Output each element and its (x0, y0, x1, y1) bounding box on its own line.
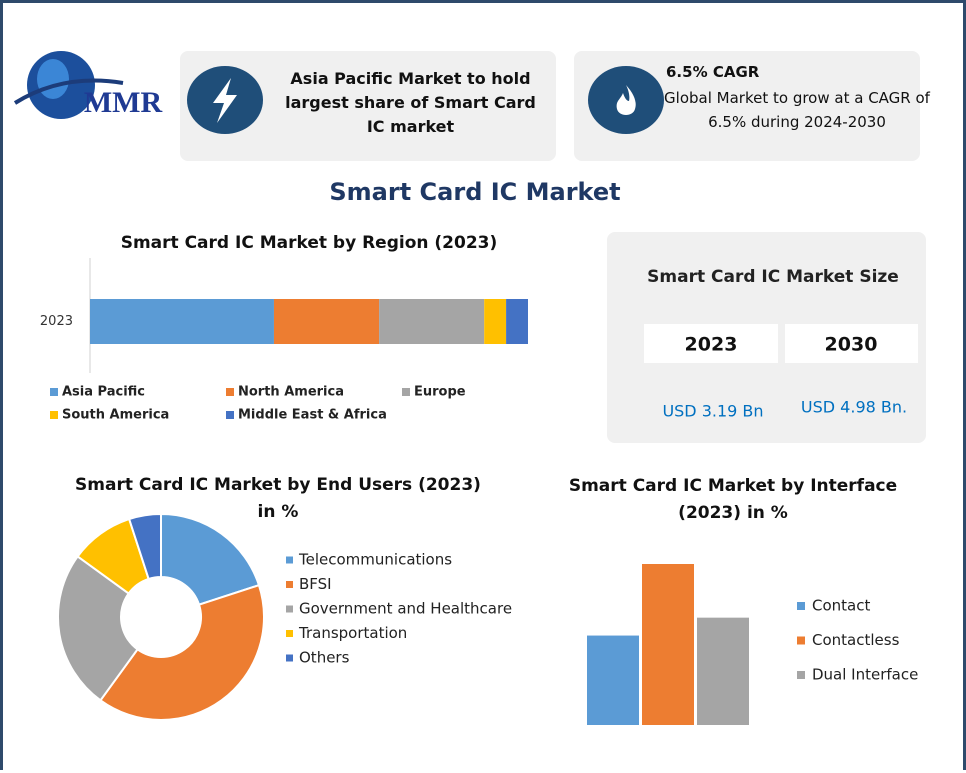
legend-label: Europe (414, 385, 466, 400)
size-title: Smart Card IC Market Size (647, 267, 899, 287)
bar (642, 564, 694, 725)
chart-title: Smart Card IC Market by Region (2023) (121, 233, 498, 253)
card-text: Asia Pacific Market to hold largest shar… (285, 69, 536, 136)
legend-label: BFSI (299, 575, 332, 593)
card-title: 6.5% CAGR (666, 63, 760, 81)
bar-segment (506, 299, 528, 344)
chart-title: Smart Card IC Market by Interface (2023)… (568, 476, 898, 523)
legend-label: Contactless (812, 631, 900, 649)
legend-label: Others (299, 649, 350, 667)
bar (697, 617, 749, 725)
bar-segment (273, 299, 380, 344)
legend-label: Government and Healthcare (299, 600, 512, 618)
y-tick-label: 2023 (40, 314, 73, 329)
size-value: USD 3.19 Bn (662, 402, 763, 421)
logo-swoosh (13, 78, 124, 105)
flame-shape (616, 85, 636, 115)
legend-swatch (797, 671, 805, 679)
legend-label: Telecommunications (298, 551, 452, 569)
donut-segment (57, 555, 139, 702)
donut-segment (99, 583, 265, 721)
legend-swatch (286, 581, 293, 588)
legend-label: North America (238, 385, 344, 400)
bar-segment (379, 299, 485, 344)
size-value: USD 4.98 Bn. (801, 398, 907, 417)
charts: MMR Smart Card IC Market Size 2023 2030 … (13, 51, 918, 725)
year-box (644, 324, 778, 363)
legend-swatch (226, 388, 234, 396)
legend-label: Transportation (298, 624, 407, 642)
legend-swatch (797, 636, 805, 645)
legend-swatch (286, 556, 293, 564)
legend-swatch (50, 411, 58, 419)
legend-label: Middle East & Africa (238, 408, 387, 423)
legend-swatch (286, 605, 293, 613)
donut-segment (127, 512, 162, 581)
donut-segment (160, 512, 261, 606)
size-year: 2023 (685, 334, 738, 356)
legend-label: Dual Interface (812, 666, 918, 684)
legend-swatch (402, 388, 410, 396)
size-year: 2030 (825, 334, 878, 356)
bar-segment (90, 299, 274, 344)
legend-swatch (226, 411, 234, 419)
bar-segment (484, 299, 507, 344)
legend-label: Contact (812, 597, 870, 615)
card-text: Global Market to grow at a CAGR of 6.5% … (664, 89, 930, 131)
bar (587, 635, 639, 725)
year-box (785, 324, 918, 363)
logo-text: MMR (84, 86, 163, 119)
chart-title: Smart Card IC Market by End Users (2023)… (75, 475, 481, 522)
logo-globe-land (37, 59, 69, 99)
legend-swatch (50, 388, 58, 396)
legend-swatch (286, 630, 293, 637)
main-title: Smart Card IC Market (329, 178, 620, 206)
legend-swatch (286, 654, 293, 662)
legend-label: Asia Pacific (62, 385, 145, 400)
legend-swatch (797, 602, 805, 610)
legend-label: South America (62, 408, 169, 423)
bolt-shape (213, 78, 237, 123)
